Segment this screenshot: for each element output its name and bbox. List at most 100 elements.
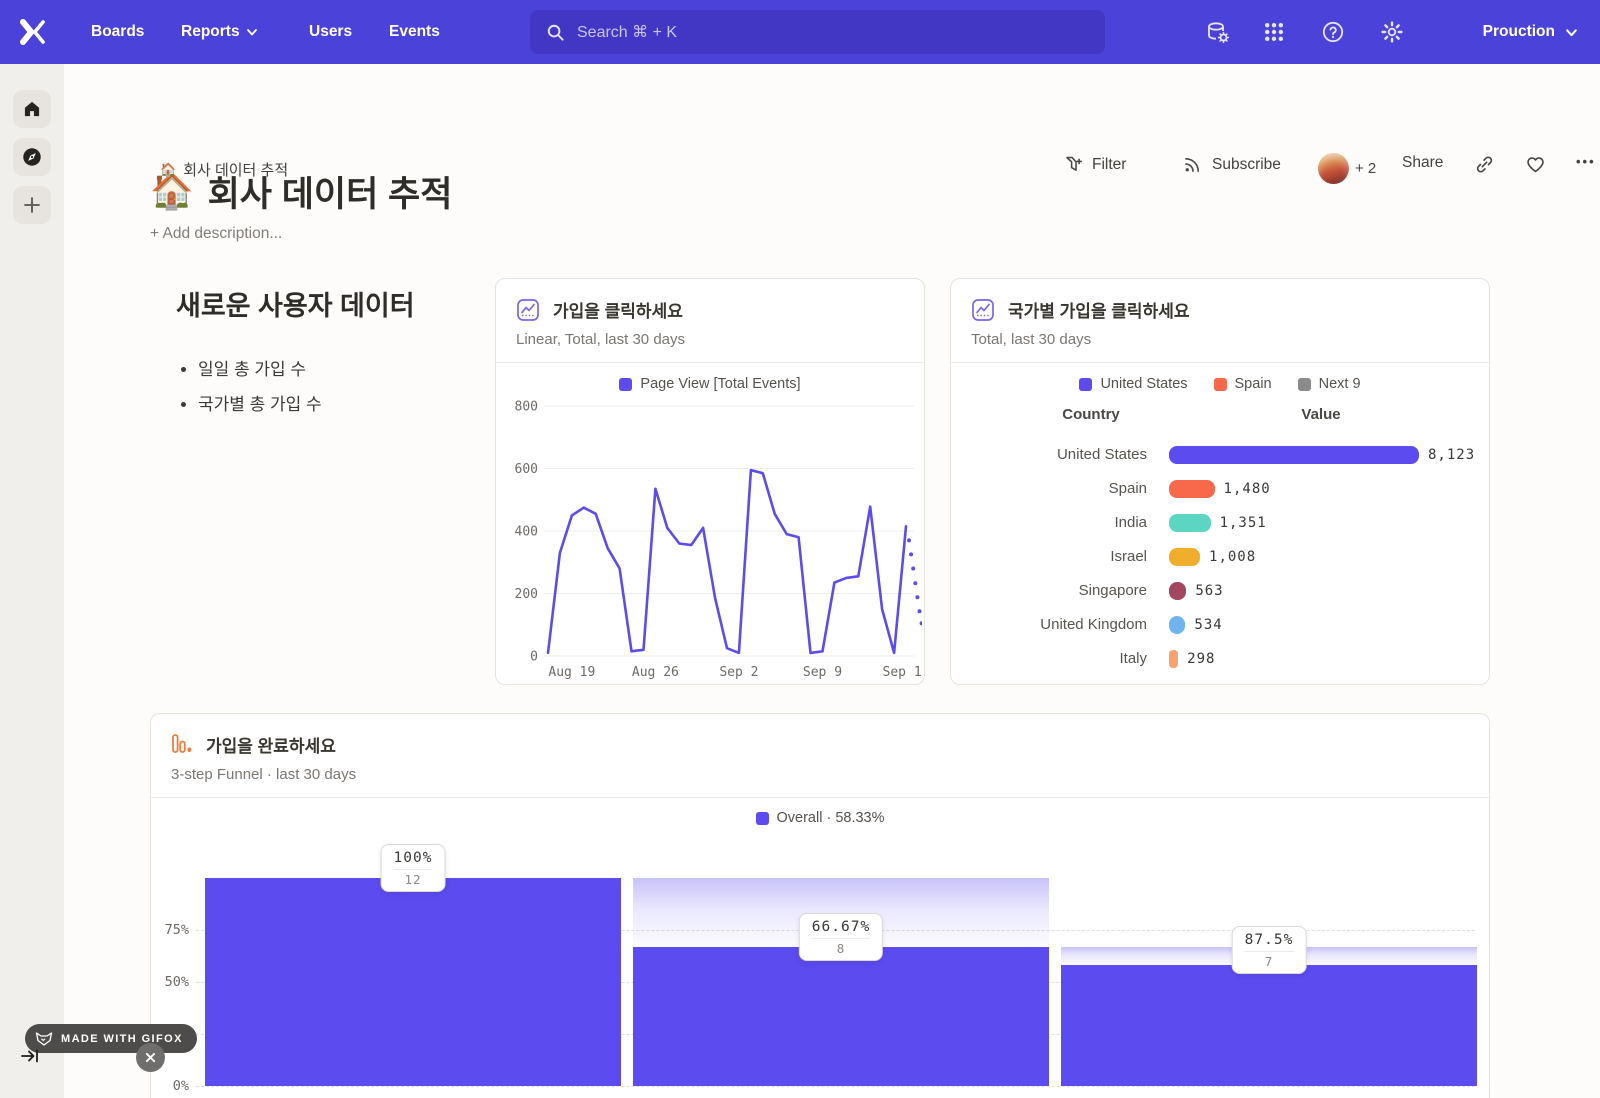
text-card[interactable]: 새로운 사용자 데이터 일일 총 가입 수 국가별 총 가입 수 [176,284,415,425]
legend-swatch [755,811,769,825]
line-card-title: 가입을 클릭하세요 [553,302,683,321]
country-value: 1,008 [1209,549,1257,565]
collaborators[interactable]: + 2 [1318,153,1376,184]
share-button[interactable]: Share [1402,154,1444,171]
country-row[interactable]: Italy 298 [951,642,1489,676]
country-bar[interactable] [1169,582,1187,600]
home-button[interactable] [13,90,51,128]
page-title-text: 회사 데이터 추적 [207,175,453,214]
funnel-step-bar[interactable] [633,878,1049,1086]
search-input[interactable]: Search ⌘ + K [530,10,1105,54]
insights-report-icon [972,298,994,321]
home-icon [24,101,40,117]
funnel-step-fill [1061,964,1477,1086]
project-switcher[interactable]: Prouction [1483,0,1578,64]
insights-report-icon [517,298,539,321]
funnel-gridline [196,1086,1475,1087]
gifox-watermark: MADE WITH GIFOX [25,1024,197,1053]
expand-sidebar-button[interactable] [20,1046,40,1066]
country-label: Spain [1108,480,1147,497]
funnel-step-bar[interactable] [205,878,621,1086]
nav-item-boards[interactable]: Boards [91,23,145,40]
country-row[interactable]: Spain 1,480 [951,472,1489,506]
country-row[interactable]: Singapore 563 [951,574,1489,608]
funnel-card-subtitle: 3-step Funnel · last 30 days [171,766,357,783]
rss-icon [1185,157,1200,172]
country-bar[interactable] [1169,548,1201,566]
help-icon[interactable] [1321,20,1345,44]
favorite-button[interactable] [1525,154,1546,175]
mixpanel-logo[interactable] [18,0,48,64]
chevron-down-icon [1566,28,1577,36]
funnel-card-title: 가입을 완료하세요 [206,737,336,756]
funnel-dropoff-cap [1061,947,1477,965]
country-label: India [1114,514,1147,531]
gifox-label: MADE WITH GIFOX [61,1032,183,1045]
nav-item-reports[interactable]: Reports [181,0,258,64]
nav-item-events[interactable]: Events [389,23,440,40]
country-bar[interactable] [1169,480,1215,498]
create-board-button[interactable] [13,186,51,224]
apps-grid-icon[interactable] [1262,20,1286,44]
funnel-legend: Overall · 58.33% [151,810,1489,826]
recording-stop-button[interactable] [136,1043,165,1072]
legend-item[interactable]: United States [1079,376,1188,392]
country-bar[interactable] [1169,446,1419,464]
y-axis-tick: 800 [515,400,538,415]
fox-icon [35,1031,53,1046]
country-row[interactable]: United Kingdom 534 [951,608,1489,642]
funnel-y-tick: 0% [172,1078,189,1094]
country-row[interactable]: India 1,351 [951,506,1489,540]
bar-card-title: 국가별 가입을 클릭하세요 [1008,302,1190,321]
settings-gear-icon[interactable] [1380,20,1404,44]
subscribe-button[interactable]: Subscribe [1182,154,1281,175]
add-description-button[interactable]: + Add description... [150,225,283,242]
page-title: 🏠 회사 데이터 추적 [150,166,452,217]
data-management-icon[interactable] [1205,20,1230,44]
country-label: Canada [1094,684,1147,685]
legend-item[interactable]: Page View [Total Events] [619,376,801,392]
country-value: 8,123 [1428,447,1476,463]
x-axis-tick: Sep 16 [883,665,922,680]
discover-button[interactable] [13,138,51,176]
country-bar[interactable] [1169,616,1186,634]
x-axis-tick: Sep 9 [803,665,842,680]
country-row[interactable]: Canada [951,676,1489,685]
legend-item[interactable]: Overall · 58.33% [755,810,885,826]
copy-link-button[interactable] [1474,154,1495,175]
left-rail [0,64,64,1098]
country-row[interactable]: United States 8,123 [951,438,1489,472]
line-chart-plot[interactable]: 0 200 400 600 800 Aug 19 Aug 26 Sep 2 Sep 9 Sep 1… [500,394,930,682]
column-header-value: Value [1301,406,1341,423]
x-axis-tick: Aug 19 [548,665,595,680]
country-bar-chart-card[interactable]: 국가별 가입을 클릭하세요 Total, last 30 days United… [950,278,1490,685]
funnel-step-bar[interactable] [1061,947,1477,1086]
nav-item-users[interactable]: Users [309,23,353,40]
more-options-button[interactable]: ••• [1576,154,1596,169]
country-label: Italy [1119,650,1147,667]
legend-label: Overall · 58.33% [776,810,885,826]
country-bar[interactable] [1169,514,1211,532]
line-card-header: 가입을 클릭하세요 Linear, Total, last 30 days [496,279,924,363]
funnel-step-percent: 87.5% [1244,932,1294,948]
funnel-chart-card[interactable]: 가입을 완료하세요 3-step Funnel · last 30 days O… [150,713,1490,1098]
x-axis-tick: Sep 2 [719,665,758,680]
page-title-emoji: 🏠 [150,172,194,211]
legend-item[interactable]: Next 9 [1297,376,1361,392]
bullet-item: 국가별 총 가입 수 [198,390,415,415]
breadcrumb-emoji: 🏠 [160,161,177,177]
country-row[interactable]: Israel 1,008 [951,540,1489,574]
filter-button[interactable]: Filter [1062,154,1126,175]
country-value: 298 [1187,651,1216,667]
country-bar[interactable] [1169,684,1173,685]
search-icon [547,24,564,41]
line-series[interactable] [546,468,908,655]
country-bar[interactable] [1169,650,1179,668]
legend-label: Page View [Total Events] [640,376,801,392]
country-bar-rows: United States 8,123 Spain 1,480 India 1,351 Is… [951,438,1489,685]
breadcrumb[interactable]: 🏠 회사 데이터 추적 [160,159,288,180]
line-chart-card[interactable]: 가입을 클릭하세요 Linear, Total, last 30 days Pa… [495,278,930,685]
country-value: 534 [1194,617,1223,633]
funnel-y-tick: 50% [164,974,189,990]
legend-item[interactable]: Spain [1213,376,1272,392]
